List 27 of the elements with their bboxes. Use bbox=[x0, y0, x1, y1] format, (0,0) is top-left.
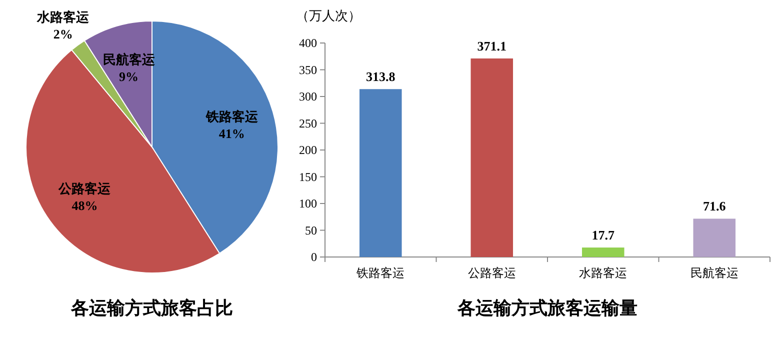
y-tick-label: 0 bbox=[311, 250, 317, 264]
text: 各运输方式旅客占比 bbox=[70, 298, 233, 318]
data-label: 2% bbox=[53, 26, 73, 42]
data-label: 313.8 bbox=[366, 69, 396, 84]
slice-label: 铁路客运 bbox=[204, 108, 259, 124]
x-tick-label: 水路客运 bbox=[579, 266, 628, 280]
x-tick-label: 铁路客运 bbox=[356, 266, 405, 280]
y-tick-label: 200 bbox=[299, 143, 317, 157]
data-label: 41% bbox=[218, 126, 245, 141]
y-tick-label: 350 bbox=[299, 62, 317, 77]
y-tick-label: 50 bbox=[305, 223, 317, 238]
y-tick-label: 300 bbox=[299, 90, 317, 104]
slice-label: 公路客运 bbox=[58, 180, 112, 196]
y-tick-label: 100 bbox=[299, 196, 317, 210]
data-label: 71.6 bbox=[703, 198, 726, 214]
y-tick-label: 150 bbox=[299, 170, 317, 184]
data-label: 48% bbox=[72, 198, 98, 213]
y-tick-label: 400 bbox=[299, 36, 317, 50]
x-tick-label: 公路客运 bbox=[468, 266, 516, 280]
slice-label: 水路客运 bbox=[36, 10, 90, 25]
y-axis-title: （万人次） bbox=[296, 8, 361, 23]
data-label: 9% bbox=[119, 69, 139, 84]
x-tick-label: 民航客运 bbox=[690, 266, 738, 280]
data-label: 17.7 bbox=[592, 228, 615, 243]
y-tick-label: 250 bbox=[299, 116, 317, 130]
text: 各运输方式旅客运输量 bbox=[456, 298, 638, 318]
data-label: 371.1 bbox=[477, 38, 506, 54]
